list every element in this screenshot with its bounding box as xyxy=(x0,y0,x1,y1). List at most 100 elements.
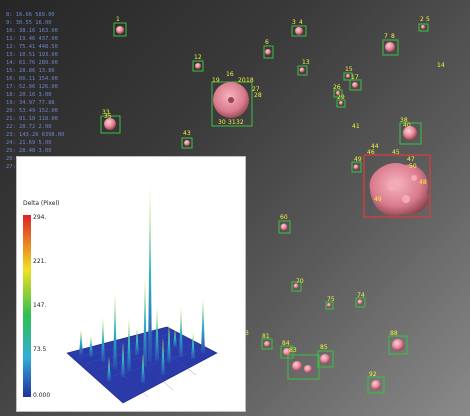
object-label: 1 xyxy=(116,16,120,23)
measurement-table: 8: 16.66 589.00 9: 30.55 16.00 10: 38.16… xyxy=(6,12,64,170)
cell-small[interactable] xyxy=(382,39,399,56)
object-label: 83 xyxy=(289,347,297,354)
object-label: 33 xyxy=(102,109,110,116)
object-label: 49 xyxy=(374,196,382,203)
object-label: 49 xyxy=(354,156,362,163)
object-label: 14 xyxy=(437,62,445,69)
cell-small[interactable] xyxy=(291,281,302,292)
table-row: 23: 143.26 6398.00 xyxy=(6,132,64,138)
object-label: 3 xyxy=(292,19,296,26)
cell-small[interactable] xyxy=(278,220,291,234)
cell-small[interactable] xyxy=(192,60,204,72)
cell-small[interactable] xyxy=(399,122,422,145)
object-label: 17 xyxy=(351,74,359,81)
table-row: 8: 16.66 589.00 xyxy=(6,12,55,18)
object-label: 32 xyxy=(236,119,244,126)
cell-small[interactable] xyxy=(325,301,334,310)
object-label: 30 xyxy=(218,119,226,126)
cell-large-selected[interactable] xyxy=(363,154,431,218)
table-row: 18: 20.16 3.00 xyxy=(6,92,51,98)
object-label: 6 xyxy=(265,39,269,46)
cell-small[interactable] xyxy=(418,23,429,32)
object-label: 84 xyxy=(282,340,290,347)
object-label: 18 xyxy=(246,77,254,84)
colorbar-tick: 294. xyxy=(33,214,46,221)
table-row: 10: 38.16 163.00 xyxy=(6,28,58,34)
object-label: 7 xyxy=(384,33,388,40)
object-label: 8 xyxy=(391,33,395,40)
cell-small[interactable] xyxy=(343,72,353,81)
surface-plot-panel[interactable]: Delta (Pixel) 294. 221. 147. 73.5 0.000 xyxy=(16,156,246,412)
cell-small[interactable] xyxy=(367,376,385,394)
table-row: 22: 28.72 2.00 xyxy=(6,124,51,130)
object-label: 81 xyxy=(262,333,270,340)
object-label: 26 xyxy=(333,84,341,91)
table-row: 14: 61.76 289.00 xyxy=(6,60,58,66)
object-label: 27 xyxy=(252,86,260,93)
object-label: 12 xyxy=(194,54,202,61)
object-label: 35 xyxy=(104,113,112,120)
object-label: 15 xyxy=(345,66,353,73)
object-label: 40 xyxy=(403,122,411,129)
cell-small[interactable] xyxy=(355,297,366,308)
object-label: 74 xyxy=(357,292,365,299)
object-label: 20 xyxy=(238,77,246,84)
table-row: 17: 52.96 126.00 xyxy=(6,84,58,90)
cell-small[interactable] xyxy=(100,115,121,134)
object-label: 43 xyxy=(183,130,191,137)
object-label: 75 xyxy=(327,296,335,303)
table-row: 25: 28.48 3.00 xyxy=(6,148,51,154)
object-label: 92 xyxy=(369,371,377,378)
object-labels: 1 2 3 4 5 6 7 8 13 12 14 15 16 17 18 19 … xyxy=(102,16,445,378)
object-label: 38 xyxy=(400,117,408,124)
colorbar-tick: 221. xyxy=(33,258,46,265)
cell-small[interactable] xyxy=(263,45,274,59)
object-label: 4 xyxy=(299,19,303,26)
object-label: 60 xyxy=(280,214,288,221)
table-row: 13: 10.51 193.00 xyxy=(6,52,58,58)
cell-small[interactable] xyxy=(336,99,346,108)
cell-small[interactable] xyxy=(349,79,362,91)
table-row: 11: 19.46 437.00 xyxy=(6,36,58,42)
object-label: 13 xyxy=(302,59,310,66)
object-label: 19 xyxy=(212,77,220,84)
cell-small[interactable] xyxy=(333,89,343,98)
object-label: 45 xyxy=(392,149,400,156)
surface-spikes xyxy=(79,185,205,383)
object-label: 29 xyxy=(337,94,345,101)
cell-small[interactable] xyxy=(291,25,307,37)
object-label: 70 xyxy=(296,278,304,285)
object-label: 28 xyxy=(254,92,262,99)
cell-small[interactable] xyxy=(351,161,362,173)
cell-small[interactable] xyxy=(388,335,408,355)
cell-small[interactable] xyxy=(113,22,127,37)
table-row: 9: 30.55 16.00 xyxy=(6,20,51,26)
surface-plot[interactable]: Delta (Pixel) 294. 221. 147. 73.5 0.000 xyxy=(17,157,247,413)
cell-large-upper[interactable] xyxy=(211,81,253,127)
plot-title: Delta (Pixel) xyxy=(23,200,59,207)
colorbar-tick: 147. xyxy=(33,302,46,309)
table-row: 12: 75.41 448.50 xyxy=(6,44,58,50)
colorbar-tick: 73.5 xyxy=(33,346,47,353)
colorbar-tick: 0.000 xyxy=(33,392,50,399)
object-label: 47 xyxy=(407,156,415,163)
object-label: 85 xyxy=(320,344,328,351)
cell-small[interactable] xyxy=(317,350,334,368)
object-label: 3 xyxy=(245,330,249,337)
cell-small[interactable] xyxy=(287,354,320,380)
object-label: 50 xyxy=(409,163,417,170)
object-label: 41 xyxy=(352,123,360,130)
object-label: 88 xyxy=(390,330,398,337)
table-row: 15: 28.86 13.86 xyxy=(6,68,55,74)
table-row: 20: 53.49 152.00 xyxy=(6,108,58,114)
object-label: 48 xyxy=(419,179,427,186)
object-label: 31 xyxy=(228,119,236,126)
cell-small[interactable] xyxy=(280,345,294,359)
cell-small[interactable] xyxy=(297,65,308,76)
cell-small[interactable] xyxy=(181,137,193,149)
object-label: 16 xyxy=(226,71,234,78)
object-label: 5 xyxy=(426,16,430,23)
cell-small[interactable] xyxy=(261,338,273,350)
